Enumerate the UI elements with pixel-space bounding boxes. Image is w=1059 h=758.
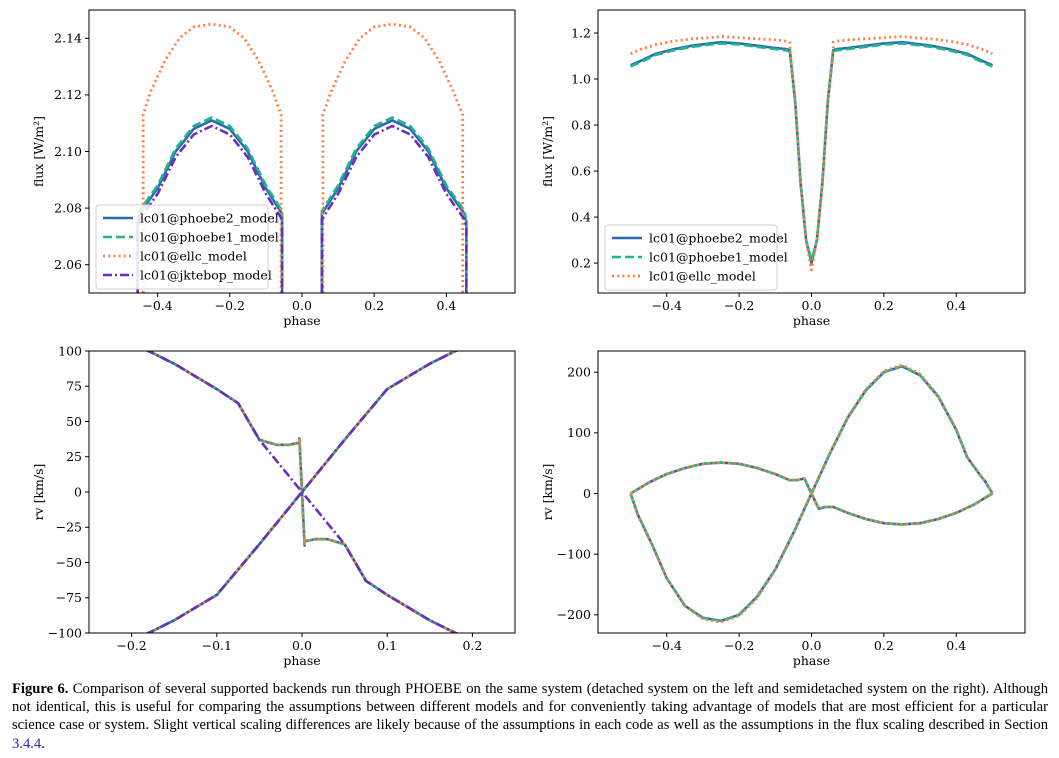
- caption-lead: Figure 6.: [12, 681, 69, 697]
- legend-label: lc01@phoebe2_model: [140, 210, 279, 225]
- y-tick-label: 100: [567, 425, 591, 440]
- figure-canvas: −0.4 −0.2 0.0 0.2 0.4 2.06 2.08 2.10 2.12 2.14 pha…: [31, 9, 1026, 668]
- plot-area: [630, 35, 993, 272]
- legend-label: lc01@jktebop_model: [140, 267, 272, 282]
- caption-text: Comparison of several supported backends…: [12, 681, 1048, 734]
- x-tick-label: 0.4: [946, 638, 966, 653]
- chart-panel-2: −0.4 −0.2 0.0 0.2 0.4 0.2 0.4 0.6 0.8 1.0 1.2 phase…: [540, 9, 1026, 328]
- figure-caption: Figure 6. Comparison of several supporte…: [12, 680, 1048, 753]
- x-tick-label: 0.0: [292, 638, 312, 653]
- legend: lc01@phoebe2_model lc01@phoebe1_model lc01…: [95, 204, 279, 290]
- y-tick-label: −50: [56, 555, 82, 570]
- y-tick-label: 2.10: [54, 144, 82, 159]
- y-tick-label: −75: [56, 590, 82, 605]
- series-line-jktebop: [145, 351, 459, 633]
- x-tick-label: 0.0: [802, 298, 822, 313]
- y-tick-label: 0.8: [571, 117, 591, 132]
- x-tick-label: −0.2: [724, 638, 754, 653]
- x-tick-label: 0.2: [364, 298, 384, 313]
- plot-area: [629, 363, 994, 624]
- x-tick-label: 0.1: [377, 638, 397, 653]
- y-tick-label: 1.2: [571, 25, 591, 40]
- y-tick-label: 0.6: [571, 163, 591, 178]
- series-line-ellc: [629, 461, 994, 526]
- x-tick-label: 0.0: [802, 638, 822, 653]
- y-tick-label: 50: [66, 414, 82, 429]
- caption-section-link[interactable]: 3.4.4: [12, 735, 42, 752]
- legend-box: [95, 204, 269, 290]
- caption-end: .: [41, 735, 45, 752]
- y-tick-label: −25: [56, 520, 82, 535]
- y-tick-label: 75: [66, 379, 82, 394]
- legend: lc01@phoebe2_model lc01@phoebe1_model lc01…: [604, 224, 788, 291]
- series-line-ellc: [630, 35, 993, 272]
- x-axis-label: phase: [283, 653, 320, 668]
- x-tick-label: −0.4: [142, 298, 172, 313]
- chart-panel-3: −0.2 −0.1 0.0 0.1 0.2 −100 −75 −50 −25 0 25 50 75 100…: [31, 343, 516, 668]
- x-tick-label: 0.0: [292, 298, 312, 313]
- y-axis-label: rv [km/s]: [540, 464, 555, 521]
- y-axis-label: rv [km/s]: [31, 464, 46, 521]
- x-tick-label: 0.4: [436, 298, 456, 313]
- y-tick-label: 0.4: [571, 209, 591, 224]
- y-tick-label: 0: [74, 484, 82, 499]
- x-tick-label: 0.2: [462, 638, 482, 653]
- series-line-ellc: [629, 363, 994, 624]
- y-tick-label: 100: [58, 343, 82, 358]
- x-tick-label: −0.2: [116, 638, 146, 653]
- legend-label: lc01@phoebe1_model: [649, 249, 788, 264]
- x-tick-label: −0.4: [652, 298, 682, 313]
- y-tick-label: 2.12: [54, 87, 82, 102]
- x-tick-label: 0.2: [874, 298, 894, 313]
- legend-label: lc01@phoebe2_model: [649, 230, 788, 245]
- y-tick-label: −100: [557, 546, 591, 561]
- x-tick-label: −0.2: [215, 298, 245, 313]
- x-tick-label: −0.4: [652, 638, 682, 653]
- x-tick-label: 0.2: [874, 638, 894, 653]
- plot-area: [144, 351, 460, 633]
- x-tick-label: −0.2: [724, 298, 754, 313]
- legend-label: lc01@ellc_model: [140, 248, 247, 263]
- y-tick-label: 0: [583, 486, 591, 501]
- y-tick-label: 0.2: [571, 255, 591, 270]
- x-axis-label: phase: [793, 653, 830, 668]
- x-axis-label: phase: [793, 313, 830, 328]
- y-tick-label: 2.08: [54, 200, 82, 215]
- legend-label: lc01@ellc_model: [649, 268, 756, 283]
- x-tick-label: −0.1: [202, 638, 232, 653]
- chart-panel-1: −0.4 −0.2 0.0 0.2 0.4 2.06 2.08 2.10 2.12 2.14 pha…: [31, 9, 516, 328]
- x-tick-label: 0.4: [946, 298, 966, 313]
- x-axis-label: phase: [283, 313, 320, 328]
- legend-label: lc01@phoebe1_model: [140, 229, 279, 244]
- y-tick-label: 2.14: [54, 31, 82, 46]
- y-axis-label: flux [W/m²]: [540, 116, 555, 187]
- series-line-jktebop: [145, 351, 459, 633]
- y-tick-label: 200: [567, 365, 591, 380]
- y-tick-label: 1.0: [571, 71, 591, 86]
- y-tick-label: −200: [557, 607, 591, 622]
- series-line-phoebe1: [630, 42, 993, 263]
- chart-panel-4: −0.4 −0.2 0.0 0.2 0.4 −200 −100 0 100 200 phase rv …: [540, 350, 1026, 668]
- y-axis-label: flux [W/m²]: [31, 116, 46, 187]
- y-tick-label: 25: [66, 449, 82, 464]
- y-tick-label: −100: [48, 625, 82, 640]
- legend-box: [604, 224, 778, 291]
- y-tick-label: 2.06: [54, 257, 82, 272]
